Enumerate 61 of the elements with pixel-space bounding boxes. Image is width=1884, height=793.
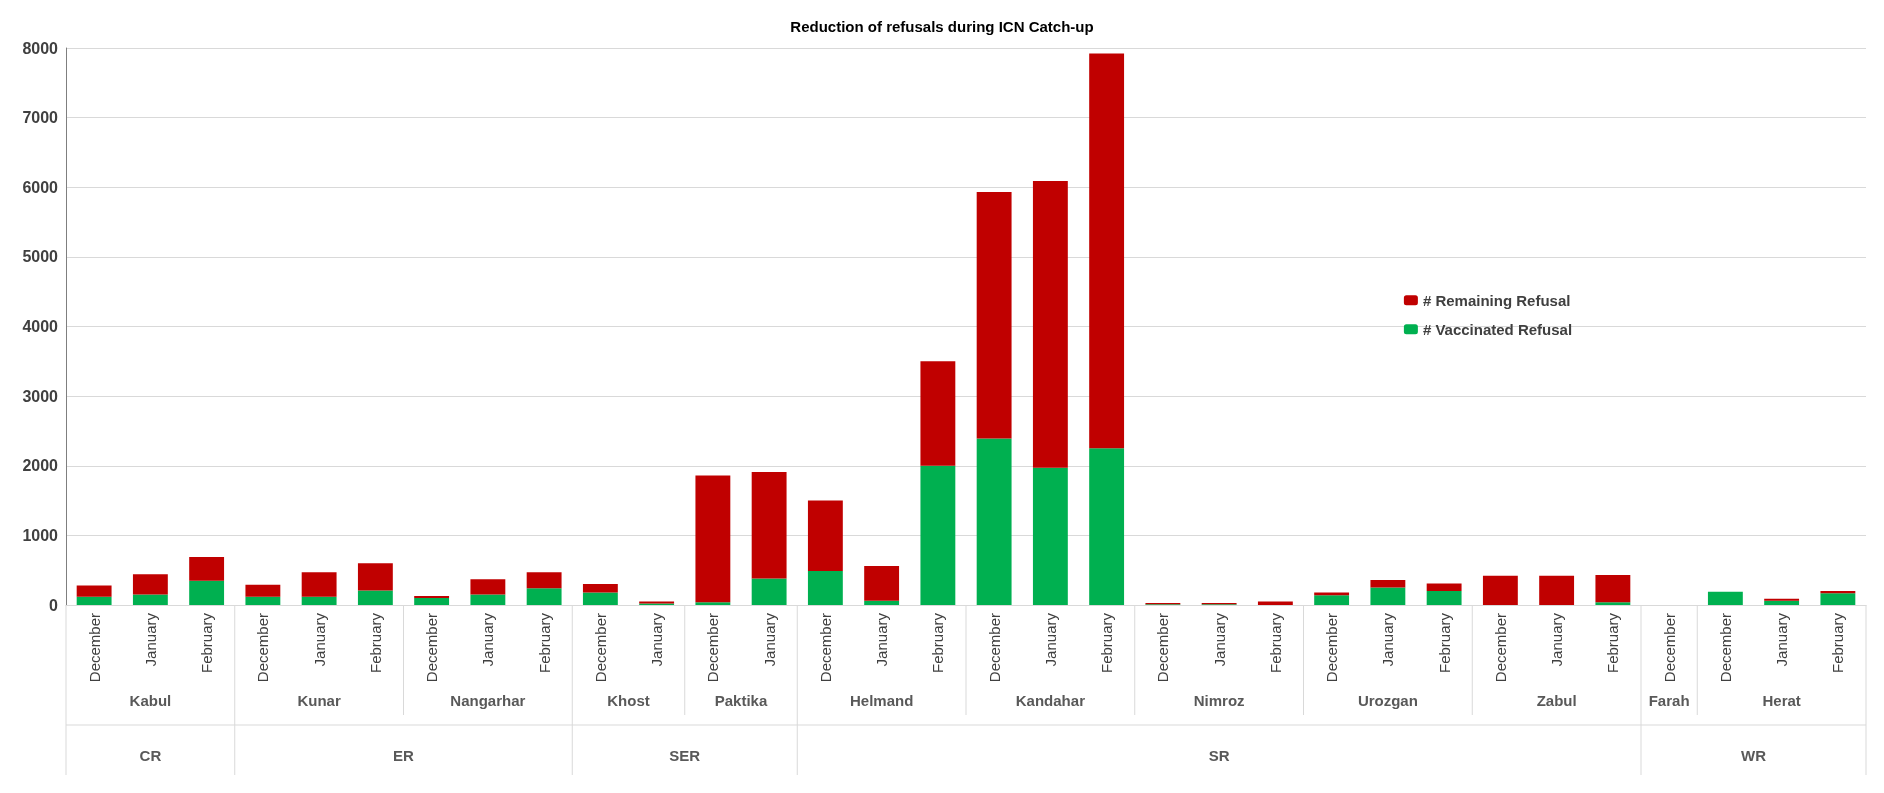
- x-tick-label: February: [929, 612, 947, 674]
- y-tick-label: 0: [49, 596, 59, 614]
- y-tick-label: 4000: [22, 318, 59, 335]
- x-tick-label: February: [535, 612, 553, 674]
- y-tick-label: 2000: [22, 457, 59, 475]
- x-tick-label: January: [310, 612, 328, 667]
- x-tick-label: February: [1098, 612, 1116, 674]
- text: Nimroz: [1193, 691, 1245, 709]
- x-tick-label: January: [1548, 612, 1566, 667]
- x-tick-label: December: [423, 613, 441, 683]
- y-tick-label: 7000: [22, 109, 59, 127]
- legend-label: # Remaining Refusal: [1422, 291, 1571, 309]
- text: Kunar: [297, 691, 341, 709]
- text: Urozgan: [1357, 691, 1418, 709]
- x-tick-label: January: [1210, 612, 1228, 667]
- x-tick-label: January: [1773, 612, 1791, 667]
- x-tick-label: December: [704, 613, 722, 683]
- x-tick-label: February: [1604, 612, 1622, 674]
- x-tick-label: December: [1491, 613, 1509, 683]
- text: Herat: [1762, 691, 1801, 709]
- chart-title: Reduction of refusals during ICN Catch-up: [790, 18, 1094, 35]
- text: SR: [1208, 746, 1230, 764]
- x-tick-label: January: [1041, 612, 1059, 667]
- y-tick-label: 5000: [22, 248, 59, 266]
- x-tick-label: January: [1379, 612, 1397, 667]
- text: ER: [393, 746, 415, 764]
- text: Helmand: [849, 691, 914, 709]
- text: Khost: [607, 691, 650, 709]
- x-tick-label: January: [760, 612, 778, 667]
- x-tick-label: February: [1829, 612, 1847, 674]
- x-tick-label: December: [1660, 613, 1678, 683]
- x-tick-label: December: [85, 613, 103, 683]
- text: Zabul: [1536, 691, 1577, 709]
- text: CR: [139, 746, 162, 764]
- x-tick-label: January: [873, 612, 891, 667]
- text: Nangarhar: [450, 691, 526, 709]
- x-tick-label: February: [198, 612, 216, 674]
- text: WR: [1741, 746, 1767, 764]
- text: Paktika: [714, 691, 768, 709]
- x-tick-label: December: [985, 613, 1003, 683]
- text: SER: [669, 746, 701, 764]
- x-tick-label: January: [141, 612, 159, 667]
- x-tick-label: February: [1266, 612, 1284, 674]
- y-tick-label: 8000: [22, 39, 59, 57]
- x-tick-label: December: [1154, 613, 1172, 683]
- x-tick-label: December: [254, 613, 272, 683]
- y-tick-label: 3000: [22, 387, 59, 405]
- text: Farah: [1648, 691, 1690, 709]
- legend-label: # Vaccinated Refusal: [1422, 320, 1573, 338]
- x-tick-label: January: [479, 612, 497, 667]
- y-tick-label: 1000: [22, 526, 59, 544]
- x-tick-label: February: [366, 612, 384, 674]
- x-tick-label: February: [1435, 612, 1453, 674]
- x-tick-label: December: [1323, 613, 1341, 683]
- text: Kandahar: [1015, 691, 1086, 709]
- text: Kabul: [129, 691, 172, 709]
- y-tick-label: 6000: [22, 178, 59, 196]
- x-tick-label: December: [816, 613, 834, 683]
- x-tick-label: December: [591, 613, 609, 683]
- x-tick-label: January: [648, 612, 666, 667]
- x-tick-label: December: [1716, 613, 1734, 683]
